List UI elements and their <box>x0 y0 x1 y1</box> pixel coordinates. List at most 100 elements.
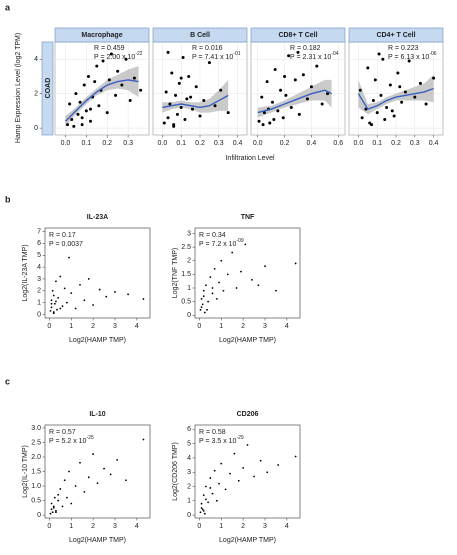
annotation-text: R = 0.57 <box>49 429 76 436</box>
annotation-text: P = 7.41 x 10 <box>192 54 233 61</box>
data-point <box>293 78 297 82</box>
data-point <box>83 299 86 302</box>
data-point <box>407 59 411 63</box>
chart-title: CD206 <box>237 411 259 418</box>
data-point <box>264 265 266 268</box>
data-point <box>403 90 407 94</box>
data-point <box>294 455 297 458</box>
data-point <box>95 64 99 68</box>
y-tick-label: 7 <box>37 228 41 235</box>
data-point <box>289 105 293 109</box>
y-tick-label: 2 <box>187 258 191 265</box>
data-point <box>57 499 60 502</box>
data-point <box>253 475 255 478</box>
fit-line <box>257 89 332 114</box>
data-point <box>51 289 54 292</box>
annotation: P = 0.0037 <box>49 241 83 248</box>
data-point <box>50 502 53 505</box>
x-axis-label: Log2(HAMP TMP) <box>69 337 126 344</box>
data-point <box>179 105 183 109</box>
data-point <box>379 93 383 97</box>
data-point <box>59 307 62 310</box>
data-point <box>50 508 53 511</box>
data-point <box>92 304 95 306</box>
data-point <box>273 68 277 72</box>
plot-area <box>194 227 301 319</box>
data-point <box>211 287 214 289</box>
plot-area <box>194 424 301 519</box>
data-point <box>398 85 402 89</box>
data-point <box>371 99 375 103</box>
x-tick-label: 3 <box>263 523 267 530</box>
x-tick-label: 0.3 <box>123 140 133 147</box>
y-tick-label: 1.5 <box>31 468 41 475</box>
y-tick-label: 0 <box>37 512 41 519</box>
data-point <box>50 299 53 302</box>
data-point <box>244 243 247 246</box>
data-point <box>74 485 77 487</box>
data-point <box>392 114 396 118</box>
row-label: COAD <box>45 78 52 99</box>
data-point <box>68 102 72 106</box>
data-point <box>206 308 208 311</box>
data-point <box>187 74 191 78</box>
data-point <box>218 482 220 485</box>
y-tick-label: 2.5 <box>181 244 191 251</box>
data-point <box>250 278 253 281</box>
data-point <box>203 311 206 314</box>
annotation: R = 0.34 <box>199 232 226 239</box>
data-point <box>233 452 236 455</box>
data-point <box>74 307 77 310</box>
data-point <box>235 287 238 289</box>
data-point <box>207 501 210 504</box>
x-tick-label: 1 <box>219 323 223 330</box>
data-point <box>89 107 93 111</box>
data-point <box>305 97 309 101</box>
x-axis-label: Infiltration Level <box>225 155 274 162</box>
data-point <box>50 306 53 309</box>
x-tick-label: 0.4 <box>307 140 317 147</box>
x-axis-label: Log2(HAMP TMP) <box>219 337 276 344</box>
x-tick-label: 4 <box>135 523 139 530</box>
data-point <box>400 100 404 104</box>
y-tick-label: 4 <box>37 264 41 271</box>
data-point <box>226 273 229 276</box>
y-tick-label: 1.5 <box>181 271 191 278</box>
annotation-exponent: -01 <box>233 51 240 57</box>
annotation-text: R = 0.016 <box>192 45 223 52</box>
data-point <box>358 88 362 92</box>
title-strip <box>54 27 150 43</box>
data-point <box>200 306 203 308</box>
data-point <box>124 57 128 61</box>
data-point <box>215 298 218 300</box>
data-point <box>309 85 313 89</box>
chart-title: TNF <box>241 214 255 221</box>
data-point <box>162 121 166 125</box>
chart-title: CD4+ T Cell <box>376 32 415 39</box>
data-point <box>199 308 202 311</box>
data-point <box>105 295 108 298</box>
data-point <box>320 102 324 106</box>
data-point <box>74 92 78 96</box>
data-point <box>213 268 216 270</box>
x-tick-label: 0.1 <box>81 140 91 147</box>
data-point <box>205 485 207 488</box>
data-point <box>396 71 400 75</box>
data-point <box>68 470 70 473</box>
data-point <box>55 511 57 514</box>
y-axis-label: Log2(IL-10 TMP) <box>22 445 29 498</box>
data-point <box>207 61 211 65</box>
x-axis-label: Log2(HAMP TMP) <box>69 537 126 544</box>
annotation: P = 7.2 x 10-09 <box>199 238 244 248</box>
data-point <box>56 308 58 311</box>
data-point <box>413 95 417 99</box>
data-point <box>418 81 422 85</box>
data-point <box>260 95 264 99</box>
y-tick-label: 0 <box>34 125 38 132</box>
data-point <box>175 112 179 116</box>
data-point <box>211 292 214 295</box>
data-point <box>53 496 56 499</box>
annotation-text: R = 0.58 <box>199 429 226 436</box>
data-point <box>276 109 280 113</box>
